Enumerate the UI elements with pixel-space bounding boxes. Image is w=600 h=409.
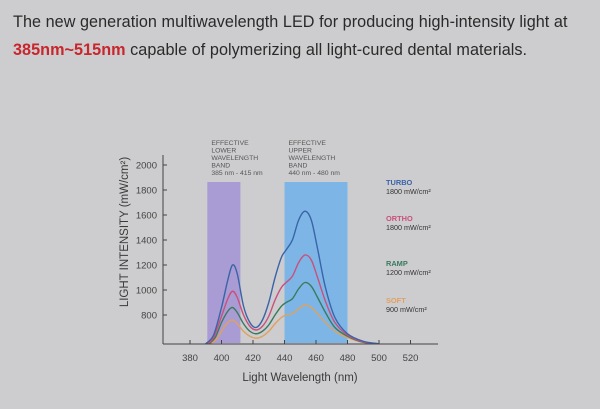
y-axis-title: LIGHT INTENSITY (mW/cm²) [119, 157, 131, 308]
legend-soft-value: 900 mW/cm² [386, 305, 427, 314]
curve-ramp [208, 281, 380, 345]
legend-ramp-name: RAMP [386, 259, 408, 268]
headline-line-2-text: capable of polymerizing all light-cured … [125, 41, 528, 59]
wavelength-range-highlight: 385nm~515nm [13, 41, 126, 59]
axes-layer [162, 155, 438, 345]
x-tick-label: 440 [277, 353, 293, 364]
band-upper-label-line: BAND [289, 163, 308, 170]
y-ticks: 800 1000 1200 1400 1600 1800 2000 [136, 160, 167, 321]
curve-soft [209, 304, 380, 345]
x-ticks: 380 400 420 440 460 480 500 520 [182, 340, 418, 364]
x-axis-title: Light Wavelength (nm) [242, 372, 357, 384]
band-lower [207, 182, 241, 343]
x-tick-label: 520 [403, 353, 419, 364]
legend-ortho-name: ORTHO [386, 214, 413, 223]
band-upper-label-line: 440 nm - 480 nm [289, 170, 341, 177]
bands-layer [207, 182, 348, 343]
band-upper [284, 182, 348, 343]
band-upper-label-line: WAVELENGTH [289, 155, 336, 162]
band-lower-label-line: BAND [211, 163, 230, 170]
headline-line-1: The new generation multiwavelength LED f… [13, 13, 568, 31]
x-tick-label: 400 [214, 353, 230, 364]
legend-turbo-value: 1800 mW/cm² [386, 187, 431, 196]
x-tick-label: 500 [371, 353, 387, 364]
curve-ortho [206, 254, 380, 345]
y-tick-label: 1000 [136, 285, 157, 296]
y-tick-label: 1800 [136, 185, 157, 196]
headline: The new generation multiwavelength LED f… [13, 8, 593, 64]
y-tick-label: 1600 [136, 210, 157, 221]
x-tick-label: 420 [245, 353, 261, 364]
band-lower-label-line: WAVELENGTH [211, 155, 258, 162]
legend-turbo-name: TURBO [386, 178, 413, 187]
legend-ramp-value: 1200 mW/cm² [386, 268, 431, 277]
x-tick-label: 460 [308, 353, 324, 364]
headline-line-2: 385nm~515nm capable of polymerizing all … [13, 36, 593, 64]
y-tick-label: 800 [141, 310, 157, 321]
band-lower-label-line: LOWER [211, 148, 236, 155]
legend-ortho-value: 1800 mW/cm² [386, 223, 431, 232]
curve-turbo [205, 210, 380, 345]
x-tick-label: 480 [340, 353, 356, 364]
band-lower-label-line: EFFECTIVE [211, 140, 249, 147]
band-upper-label-line: EFFECTIVE [289, 140, 327, 147]
band-upper-label-line: UPPER [289, 148, 313, 155]
y-tick-label: 1200 [136, 260, 157, 271]
y-tick-label: 1400 [136, 235, 157, 246]
band-lower-label-line: 385 nm - 415 nm [211, 170, 263, 177]
x-tick-label: 380 [182, 353, 198, 364]
y-tick-label: 2000 [136, 160, 157, 171]
legend-soft-name: SOFT [386, 296, 406, 305]
curves-layer [205, 210, 380, 345]
